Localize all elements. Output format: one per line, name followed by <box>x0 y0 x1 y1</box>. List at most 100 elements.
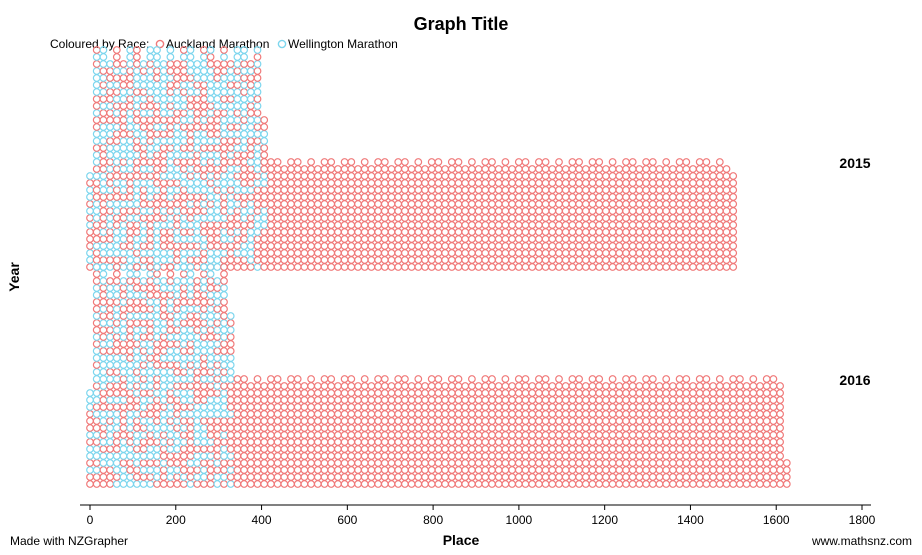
dot-point <box>146 347 155 355</box>
dot-point <box>461 193 470 201</box>
dot-point <box>132 361 141 369</box>
dot-point <box>179 284 188 292</box>
dot-point <box>360 389 369 397</box>
dot-point <box>474 473 483 481</box>
dot-point <box>682 417 691 425</box>
dot-point <box>648 452 657 460</box>
dot-point <box>139 396 148 404</box>
dot-point <box>588 382 597 390</box>
dot-point <box>374 193 383 201</box>
dot-point <box>695 158 704 166</box>
dot-point <box>709 431 717 439</box>
dot-point <box>702 396 711 404</box>
dot-point <box>394 256 403 264</box>
dot-point <box>514 228 523 236</box>
dot-point <box>112 242 121 250</box>
dot-point <box>622 242 630 250</box>
dot-point <box>421 249 429 257</box>
dot-point <box>253 53 262 61</box>
dot-point <box>394 186 403 194</box>
dot-point <box>112 403 121 411</box>
dot-point <box>226 382 235 390</box>
dot-point <box>555 438 563 446</box>
dot-point <box>99 452 108 460</box>
dot-point <box>106 473 114 481</box>
dot-point <box>481 256 490 264</box>
dot-point <box>186 95 195 103</box>
dot-point <box>347 459 356 467</box>
dot-point <box>99 200 108 208</box>
dot-point <box>608 459 617 467</box>
dot-point <box>715 424 724 432</box>
dot-point <box>99 74 108 82</box>
dot-point <box>173 95 182 103</box>
dot-point <box>427 403 436 411</box>
dot-point <box>159 347 168 355</box>
dot-point <box>159 60 168 68</box>
dot-point <box>380 389 389 397</box>
dot-point <box>494 452 503 460</box>
dot-point <box>695 403 704 411</box>
dot-point <box>159 403 168 411</box>
dot-point <box>682 228 691 236</box>
dot-point <box>474 200 483 208</box>
dot-point <box>662 375 671 383</box>
dot-point <box>106 109 114 117</box>
dot-point <box>166 382 175 390</box>
dot-point <box>240 116 249 124</box>
dot-point <box>468 256 476 264</box>
dot-point <box>166 186 175 194</box>
dot-point <box>159 340 168 348</box>
dot-point <box>407 249 416 257</box>
dot-point <box>454 480 463 488</box>
dot-point <box>159 256 168 264</box>
dot-point <box>179 151 188 159</box>
dot-point <box>166 312 175 320</box>
dot-point <box>347 480 356 488</box>
dot-point <box>488 403 496 411</box>
dot-point <box>394 249 403 257</box>
dot-point <box>581 438 590 446</box>
dot-point <box>99 46 108 54</box>
dot-point <box>139 473 148 481</box>
dot-point <box>662 480 671 488</box>
dot-point <box>327 459 336 467</box>
dot-point <box>126 333 135 341</box>
dot-point <box>186 67 195 75</box>
dot-point <box>695 193 704 201</box>
dot-point <box>146 179 155 187</box>
dot-point <box>655 221 664 229</box>
dot-point <box>119 116 128 124</box>
dot-point <box>695 228 704 236</box>
dot-point <box>146 53 155 61</box>
dot-point <box>648 221 657 229</box>
dot-point <box>394 473 403 481</box>
dot-point <box>588 263 597 271</box>
dot-point <box>86 193 94 201</box>
dot-point <box>729 228 738 236</box>
dot-point <box>581 417 590 425</box>
dot-point <box>220 445 228 453</box>
dot-point <box>642 403 650 411</box>
dot-point <box>106 452 114 460</box>
dot-point <box>106 179 114 187</box>
dot-point <box>112 396 121 404</box>
dot-point <box>193 403 202 411</box>
dot-point <box>126 151 135 159</box>
dot-point <box>193 123 202 131</box>
dot-point <box>159 165 168 173</box>
dot-point <box>273 249 282 257</box>
dot-point <box>153 389 161 397</box>
dot-point <box>112 137 121 145</box>
dot-point <box>481 389 490 397</box>
dot-point <box>300 263 309 271</box>
dot-point <box>615 417 624 425</box>
dot-point <box>709 410 717 418</box>
dot-point <box>380 382 389 390</box>
dot-point <box>253 396 262 404</box>
dot-point <box>427 466 436 474</box>
dot-point <box>146 438 155 446</box>
dot-point <box>119 368 128 376</box>
dot-point <box>414 214 423 222</box>
dot-point <box>648 410 657 418</box>
